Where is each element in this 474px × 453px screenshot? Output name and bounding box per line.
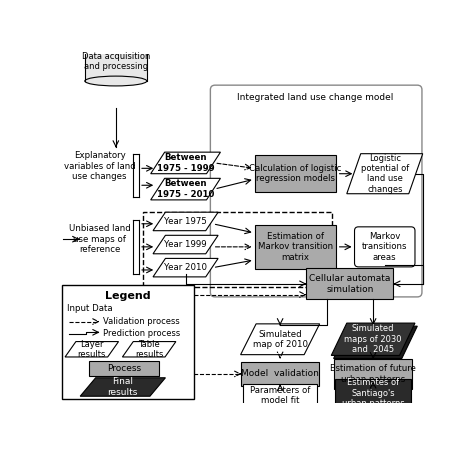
Polygon shape	[241, 324, 319, 355]
Bar	[85, 46, 147, 81]
Text: Calculation of logistic
regression models: Calculation of logistic regression model…	[249, 164, 342, 183]
Polygon shape	[65, 342, 118, 357]
Bar	[90, 361, 159, 376]
Text: Legend: Legend	[105, 291, 151, 301]
Bar	[255, 225, 337, 269]
Text: Simulated
map of 2010: Simulated map of 2010	[253, 330, 308, 349]
Text: Year 2010: Year 2010	[164, 263, 207, 272]
Text: Between
1975 - 1999: Between 1975 - 1999	[157, 153, 214, 173]
Text: Layer
results: Layer results	[78, 340, 106, 359]
Text: Markov
transitions
areas: Markov transitions areas	[362, 232, 408, 262]
Text: Logistic
potential of
land use
changes: Logistic potential of land use changes	[361, 154, 409, 194]
Text: Table
results: Table results	[135, 340, 164, 359]
Polygon shape	[153, 235, 218, 254]
Polygon shape	[153, 212, 218, 231]
Text: Cellular automata
simulation: Cellular automata simulation	[309, 274, 391, 294]
Text: Parameters of
model fit: Parameters of model fit	[250, 386, 310, 405]
Text: Data acquisition
and processing: Data acquisition and processing	[82, 52, 150, 71]
Text: Between
1975 - 2010: Between 1975 - 2010	[157, 179, 214, 199]
Polygon shape	[151, 152, 220, 173]
Polygon shape	[153, 258, 218, 277]
Polygon shape	[331, 323, 415, 356]
Bar	[334, 359, 412, 389]
Bar	[243, 384, 317, 407]
Text: Estimation of future
urban patterns: Estimation of future urban patterns	[330, 364, 416, 384]
Text: Estimation of
Markov transition
matrix: Estimation of Markov transition matrix	[258, 232, 333, 262]
Text: Prediction process: Prediction process	[103, 328, 180, 337]
Polygon shape	[151, 178, 220, 200]
FancyBboxPatch shape	[355, 227, 415, 267]
Ellipse shape	[85, 76, 147, 86]
Bar	[335, 379, 411, 408]
Text: Process: Process	[107, 364, 141, 373]
Text: Unbiased land
use maps of
reference: Unbiased land use maps of reference	[69, 224, 130, 254]
Polygon shape	[347, 154, 423, 194]
Text: Input Data: Input Data	[67, 304, 113, 313]
Polygon shape	[334, 326, 417, 358]
Ellipse shape	[85, 41, 147, 51]
Bar	[307, 269, 393, 299]
Text: Validation process: Validation process	[103, 317, 179, 326]
Text: Year 1999: Year 1999	[164, 240, 207, 249]
Text: Simulated
maps of 2030
and  2045: Simulated maps of 2030 and 2045	[345, 324, 402, 354]
Text: Year 1975: Year 1975	[164, 217, 207, 226]
Polygon shape	[80, 378, 165, 396]
Text: Explanatory
variables of land
use changes: Explanatory variables of land use change…	[64, 151, 136, 181]
Text: Estimates of
Santiago's
urban patterns: Estimates of Santiago's urban patterns	[342, 378, 404, 408]
Bar	[143, 212, 332, 287]
Text: Integrated land use change model: Integrated land use change model	[237, 93, 393, 102]
Text: Final
results: Final results	[108, 377, 138, 397]
Bar	[241, 361, 319, 386]
Polygon shape	[122, 342, 176, 357]
Bar	[255, 155, 337, 192]
Text: Model  validation: Model validation	[241, 369, 319, 378]
Bar	[63, 285, 194, 400]
